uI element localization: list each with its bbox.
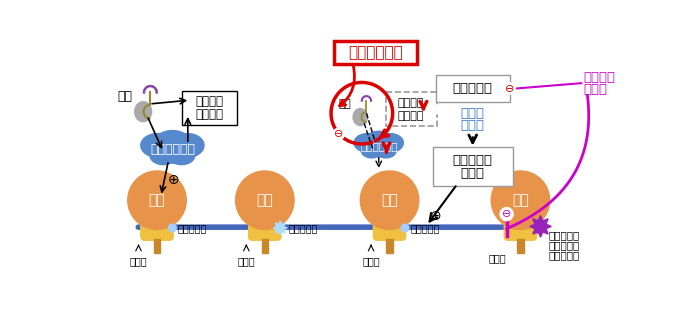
Text: 未知のメカ: 未知のメカ xyxy=(453,154,493,168)
Text: 膀胱: 膀胱 xyxy=(512,193,528,207)
FancyBboxPatch shape xyxy=(386,92,438,126)
Polygon shape xyxy=(530,216,552,237)
Circle shape xyxy=(333,129,344,139)
Ellipse shape xyxy=(354,134,380,152)
FancyBboxPatch shape xyxy=(248,216,281,240)
Text: 筋肉増加: 筋肉増加 xyxy=(398,98,424,108)
Bar xyxy=(386,239,393,253)
Text: 前立腺: 前立腺 xyxy=(130,256,147,266)
Ellipse shape xyxy=(353,108,368,126)
Text: 前立腺がん: 前立腺がん xyxy=(410,223,440,233)
Text: 膀胱: 膀胱 xyxy=(382,193,398,207)
Ellipse shape xyxy=(153,142,192,163)
Text: 代謝亢進: 代謝亢進 xyxy=(398,111,424,121)
Text: を獲得した: を獲得した xyxy=(548,241,580,251)
Text: 前立腺がん: 前立腺がん xyxy=(178,223,207,233)
Ellipse shape xyxy=(150,146,176,165)
Ellipse shape xyxy=(375,143,396,158)
Text: ⊕: ⊕ xyxy=(430,209,442,223)
Ellipse shape xyxy=(141,134,174,157)
Ellipse shape xyxy=(134,102,152,122)
Ellipse shape xyxy=(377,134,403,152)
Ellipse shape xyxy=(171,134,204,157)
FancyBboxPatch shape xyxy=(435,75,510,102)
Text: 去勢抵抗性: 去勢抵抗性 xyxy=(548,231,580,241)
Text: 前立腺: 前立腺 xyxy=(363,256,380,266)
Text: 系薬剤: 系薬剤 xyxy=(584,83,608,96)
Text: 高血圧: 高血圧 xyxy=(461,119,484,132)
Text: ホルモン療法: ホルモン療法 xyxy=(349,45,403,60)
Text: 脂質異常症: 脂質異常症 xyxy=(453,82,493,95)
Ellipse shape xyxy=(361,143,382,158)
Ellipse shape xyxy=(364,131,393,151)
Circle shape xyxy=(401,224,409,232)
Circle shape xyxy=(500,208,512,220)
Circle shape xyxy=(169,224,176,232)
FancyBboxPatch shape xyxy=(433,147,512,186)
Text: 男性ホルモン: 男性ホルモン xyxy=(150,143,195,156)
Polygon shape xyxy=(273,221,287,235)
FancyBboxPatch shape xyxy=(334,41,417,64)
Text: 前立腺: 前立腺 xyxy=(489,253,506,263)
FancyBboxPatch shape xyxy=(182,91,237,125)
Text: 前立腺がん: 前立腺がん xyxy=(548,251,580,261)
Circle shape xyxy=(235,171,294,230)
FancyBboxPatch shape xyxy=(504,216,537,240)
Text: ⊖: ⊖ xyxy=(502,209,511,219)
Circle shape xyxy=(360,171,419,230)
Circle shape xyxy=(491,171,550,230)
Bar xyxy=(262,239,268,253)
Text: 代謝亢進: 代謝亢進 xyxy=(195,108,223,121)
Text: ニズム: ニズム xyxy=(461,167,484,180)
Bar xyxy=(154,239,160,253)
Circle shape xyxy=(504,83,515,94)
Text: 精巣: 精巣 xyxy=(338,99,351,109)
Text: 筋肉増加: 筋肉増加 xyxy=(195,95,223,108)
Circle shape xyxy=(127,171,186,230)
Text: 糖尿病: 糖尿病 xyxy=(461,108,484,120)
Ellipse shape xyxy=(168,146,195,165)
FancyBboxPatch shape xyxy=(373,216,406,240)
Text: ⊕: ⊕ xyxy=(168,173,180,187)
Text: 男性ホルモン: 男性ホルモン xyxy=(360,141,398,151)
Text: ⊖: ⊖ xyxy=(505,83,514,93)
Text: 前立腺: 前立腺 xyxy=(237,256,255,266)
Ellipse shape xyxy=(363,140,394,157)
FancyBboxPatch shape xyxy=(141,216,173,240)
Text: スタチン: スタチン xyxy=(584,71,615,83)
Text: 膀胱: 膀胱 xyxy=(256,193,273,207)
Text: 膀胱: 膀胱 xyxy=(148,193,165,207)
Text: 精巣: 精巣 xyxy=(117,90,132,103)
Ellipse shape xyxy=(154,131,191,156)
Text: 前立腺がん: 前立腺がん xyxy=(288,223,318,233)
FancyArrow shape xyxy=(435,102,505,116)
Bar xyxy=(517,239,524,253)
Text: ⊖: ⊖ xyxy=(334,129,344,139)
